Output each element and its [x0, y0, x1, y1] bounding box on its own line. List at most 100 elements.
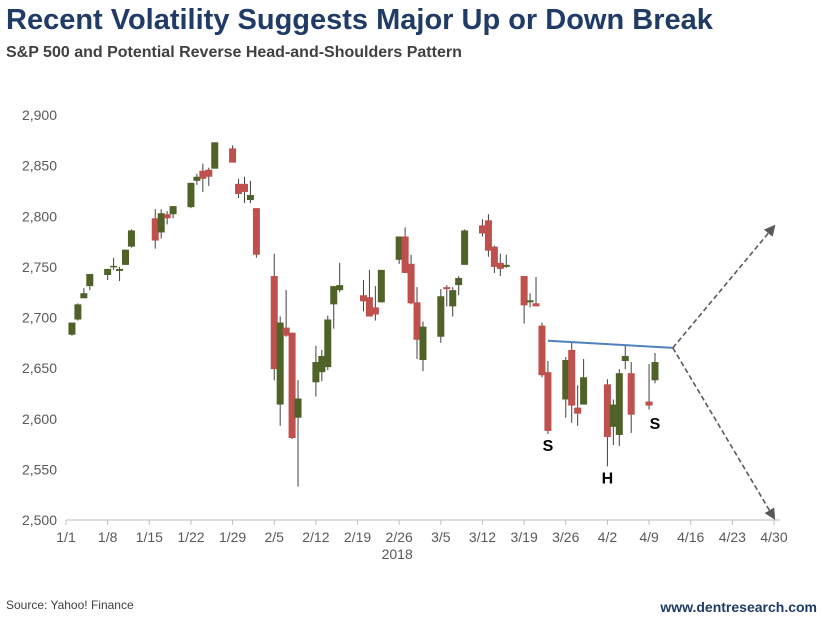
- y-tick-label: 2,800: [22, 208, 57, 224]
- candle-up: [330, 286, 338, 305]
- candle-up: [580, 377, 588, 405]
- x-tick-label: 3/26: [552, 529, 579, 545]
- chart-subtitle: S&P 500 and Potential Reverse Head-and-S…: [6, 44, 462, 61]
- candle-down: [574, 407, 582, 414]
- candle-up: [104, 268, 112, 275]
- candle-up: [437, 296, 445, 337]
- x-tick-label: 1/8: [98, 529, 118, 545]
- x-tick-label: 1/29: [219, 529, 246, 545]
- y-tick-label: 2,550: [22, 461, 57, 477]
- candle-up: [455, 278, 463, 286]
- candle-up: [211, 142, 219, 169]
- x-tick-label: 3/12: [469, 529, 496, 545]
- candle-down: [371, 307, 379, 315]
- candle-up: [276, 322, 284, 405]
- chart-title: Recent Volatility Suggests Major Up or D…: [6, 4, 713, 36]
- candle-up: [336, 285, 344, 291]
- candle-up: [68, 322, 76, 335]
- candle-up: [526, 300, 534, 303]
- x-tick-label: 4/23: [719, 529, 746, 545]
- projection-arrow: [672, 347, 776, 520]
- candle-down: [538, 325, 546, 376]
- y-tick-label: 2,650: [22, 360, 57, 376]
- y-tick-label: 2,500: [22, 512, 57, 528]
- candle-up: [461, 230, 469, 265]
- candle-up: [110, 265, 118, 268]
- candle-down: [282, 327, 290, 336]
- candle-up: [246, 194, 254, 201]
- candle-up: [377, 269, 385, 303]
- x-tick-label: 1/22: [177, 529, 204, 545]
- candle-up: [193, 176, 201, 181]
- source-note: Source: Yahoo! Finance: [6, 598, 134, 612]
- candle-down: [407, 263, 415, 304]
- x-tick-label: 4/30: [760, 529, 787, 545]
- candle-up: [562, 360, 570, 400]
- candle-down: [603, 384, 611, 437]
- candle-down: [496, 262, 504, 269]
- candle-down: [235, 183, 243, 194]
- candle-down: [252, 208, 260, 255]
- candle-down: [163, 214, 171, 219]
- x-tick-label: 2/26: [386, 529, 413, 545]
- candle-down: [532, 303, 540, 307]
- pattern-label: S: [650, 416, 661, 433]
- y-tick-label: 2,700: [22, 310, 57, 326]
- candle-down: [205, 169, 213, 177]
- candle-up: [502, 264, 510, 267]
- x-tick-label: 2/19: [344, 529, 371, 545]
- candle-down: [151, 218, 159, 241]
- candle-up: [615, 373, 623, 435]
- x-tick-label: 3/5: [431, 529, 451, 545]
- x-tick-label: 4/9: [639, 529, 659, 545]
- pattern-label: S: [543, 438, 554, 455]
- candle-up: [86, 273, 94, 287]
- candle-up: [169, 206, 177, 215]
- x-tick-label: 1/15: [136, 529, 163, 545]
- candle-up: [449, 290, 457, 307]
- candle-down: [568, 349, 576, 406]
- candle-up: [157, 213, 165, 233]
- candle-down: [199, 170, 207, 179]
- candle-down: [544, 372, 552, 431]
- candle-up: [621, 355, 629, 362]
- candle-down: [365, 297, 373, 317]
- candle-up: [395, 236, 403, 260]
- candle-up: [324, 319, 332, 368]
- y-tick-label: 2,900: [22, 107, 57, 123]
- website-link[interactable]: www.dentresearch.com: [660, 599, 817, 615]
- candle-down: [413, 302, 421, 340]
- candle-up: [121, 249, 129, 265]
- x-tick-label: 3/19: [510, 529, 537, 545]
- candle-down: [359, 295, 367, 302]
- candle-up: [651, 362, 659, 381]
- candle-down: [288, 332, 296, 438]
- candle-up: [116, 268, 124, 271]
- candle-up: [419, 326, 427, 361]
- candle-down: [627, 373, 635, 415]
- candle-down: [484, 220, 492, 251]
- x-tick-label: 4/16: [677, 529, 704, 545]
- y-tick-label: 2,600: [22, 411, 57, 427]
- candle-down: [443, 287, 451, 290]
- candle-down: [229, 148, 237, 163]
- candle-down: [240, 183, 248, 192]
- candle-up: [74, 304, 82, 320]
- candle-down: [490, 246, 498, 267]
- x-tick-label: 1/1: [56, 529, 76, 545]
- candle-down: [270, 275, 278, 370]
- projection-arrow: [672, 224, 776, 349]
- x-tick-label: 2/12: [302, 529, 329, 545]
- x-tick-label: 2/5: [265, 529, 285, 545]
- y-tick-label: 2,850: [22, 158, 57, 174]
- x-tick-label: 4/2: [598, 529, 618, 545]
- candle-down: [478, 225, 486, 234]
- candle-down: [401, 236, 409, 273]
- candle-up: [609, 404, 617, 427]
- candle-up: [312, 362, 320, 383]
- pattern-label: H: [602, 471, 614, 488]
- candle-up: [80, 293, 88, 299]
- x-axis-label: 2018: [382, 546, 413, 562]
- candle-up: [318, 355, 326, 373]
